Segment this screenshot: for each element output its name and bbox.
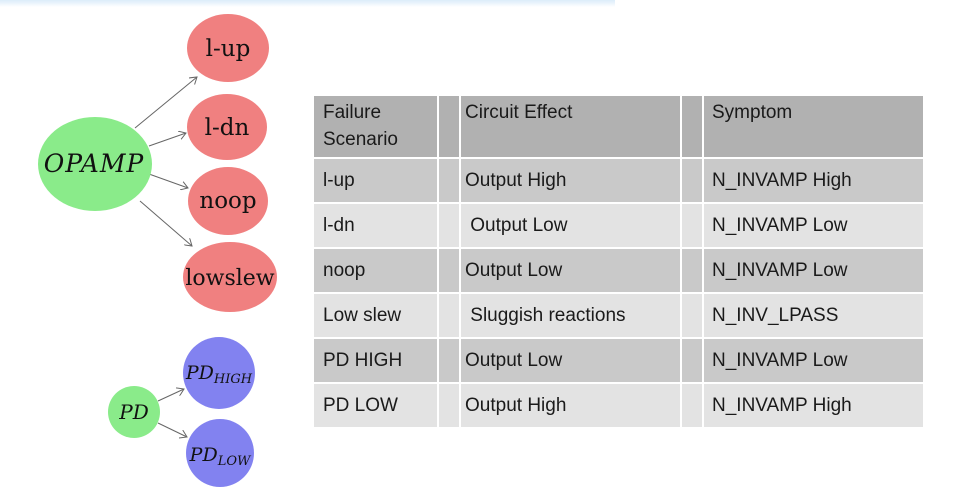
header-spacer-2 <box>682 96 702 157</box>
cell-spacer <box>682 204 702 247</box>
cell-scenario: l-up <box>314 159 437 202</box>
node-lowslew: lowslew <box>183 242 277 312</box>
node-opamp-label: OPAMP <box>44 149 145 178</box>
node-l-up-label: l-up <box>206 36 251 62</box>
edge-opamp-lup <box>134 77 197 129</box>
node-l-dn-shape <box>187 94 267 160</box>
edge-pd-pdlow <box>157 422 187 437</box>
edge-opamp-ldn <box>148 133 186 147</box>
cell-spacer <box>682 339 702 382</box>
node-l-up: l-up <box>187 14 269 82</box>
edge-opamp-lowslew <box>139 200 192 246</box>
node-pd-high-subscript: HIGH <box>213 372 253 387</box>
table-row: Low slew Sluggish reactions N_INV_LPASS <box>314 294 923 337</box>
column-header-circuit-effect: Circuit Effect <box>461 96 680 157</box>
node-pd-label: PD <box>118 400 149 424</box>
cell-spacer <box>682 294 702 337</box>
cell-effect: Output Low <box>461 339 680 382</box>
node-noop: noop <box>188 167 268 235</box>
cell-scenario: PD HIGH <box>314 339 437 382</box>
cell-spacer <box>682 384 702 427</box>
node-noop-label: noop <box>199 188 256 214</box>
node-pd-low-main-text: PD <box>189 444 218 466</box>
cell-symptom: N_INVAMP High <box>704 384 923 427</box>
column-header-symptom: Symptom <box>704 96 923 157</box>
table-row: PD LOW Output High N_INVAMP High <box>314 384 923 427</box>
node-pd-low: PDLOW <box>186 419 254 487</box>
table-row: PD HIGH Output Low N_INVAMP Low <box>314 339 923 382</box>
node-l-dn: l-dn <box>187 94 267 160</box>
cell-effect: Output Low <box>461 249 680 292</box>
node-noop-shape <box>188 167 268 235</box>
diagram-edges <box>134 77 197 437</box>
header-spacer-1 <box>439 96 459 157</box>
cell-effect: Output High <box>461 384 680 427</box>
node-opamp: OPAMP <box>38 117 152 211</box>
node-pd-low-subscript: LOW <box>217 454 252 469</box>
cell-spacer <box>439 249 459 292</box>
cell-symptom: N_INVAMP High <box>704 159 923 202</box>
edge-pd-pdhigh <box>157 389 184 402</box>
table-row: l-up Output High N_INVAMP High <box>314 159 923 202</box>
cell-spacer <box>682 249 702 292</box>
table-header-row: Failure Scenario Circuit Effect Symptom <box>314 96 923 157</box>
node-pd-high-main-text: PD <box>185 362 214 384</box>
cell-scenario: Low slew <box>314 294 437 337</box>
cell-scenario: l-dn <box>314 204 437 247</box>
cell-scenario: noop <box>314 249 437 292</box>
table-row: l-dn Output Low N_INVAMP Low <box>314 204 923 247</box>
node-lowslew-label: lowslew <box>185 266 274 291</box>
table-row: noop Output Low N_INVAMP Low <box>314 249 923 292</box>
node-pd-high: PDHIGH <box>183 337 255 409</box>
cell-spacer <box>439 339 459 382</box>
fault-tree-diagram: OPAMP l-up l-dn noop lowslew PD PDHIGH <box>38 14 277 487</box>
node-pd-low-label: PDLOW <box>189 444 252 469</box>
cell-spacer <box>439 294 459 337</box>
node-l-dn-label: l-dn <box>205 115 250 141</box>
cell-spacer <box>439 204 459 247</box>
cell-spacer <box>439 159 459 202</box>
cell-effect: Output Low <box>461 204 680 247</box>
node-opamp-shape <box>38 117 152 211</box>
cell-effect: Sluggish reactions <box>461 294 680 337</box>
node-pd: PD <box>108 386 160 438</box>
node-pd-low-shape <box>186 419 254 487</box>
edge-opamp-noop <box>148 173 188 188</box>
cell-symptom: N_INVAMP Low <box>704 339 923 382</box>
node-pd-shape <box>108 386 160 438</box>
cell-symptom: N_INVAMP Low <box>704 249 923 292</box>
node-pd-high-label: PDHIGH <box>185 362 253 387</box>
cell-spacer <box>439 384 459 427</box>
cell-symptom: N_INVAMP Low <box>704 204 923 247</box>
failure-scenario-table: Failure Scenario Circuit Effect Symptom … <box>312 94 925 429</box>
cell-symptom: N_INV_LPASS <box>704 294 923 337</box>
cell-spacer <box>682 159 702 202</box>
cell-scenario: PD LOW <box>314 384 437 427</box>
node-pd-high-shape <box>183 337 255 409</box>
column-header-failure-scenario: Failure Scenario <box>314 96 437 157</box>
node-lowslew-shape <box>183 242 277 312</box>
node-l-up-shape <box>187 14 269 82</box>
window-top-edge-strip <box>0 0 615 7</box>
cell-effect: Output High <box>461 159 680 202</box>
